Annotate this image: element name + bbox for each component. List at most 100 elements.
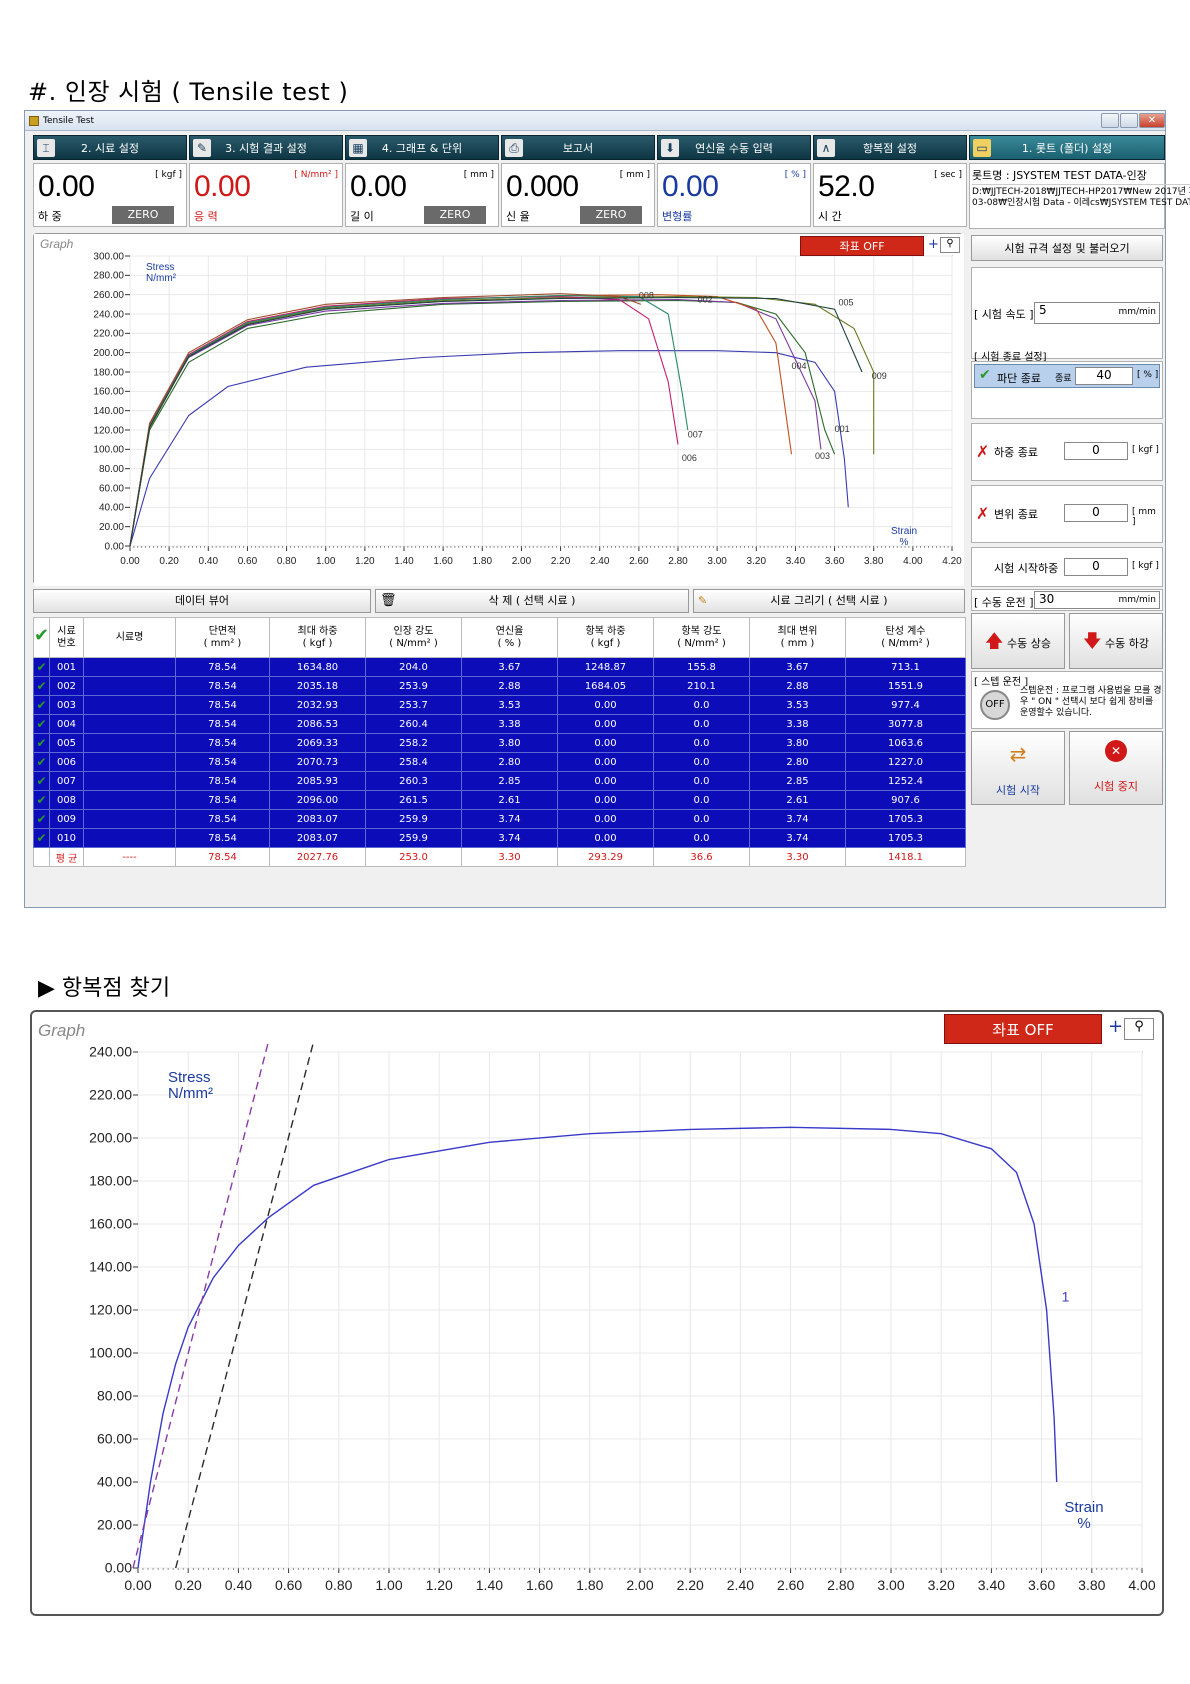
table-row[interactable]: ✔ 010 78.54 2083.07 259.9 3.74 0.00 0.0 3.74 1705…	[33, 828, 966, 848]
table-cell: 0.00	[557, 828, 654, 848]
table-cell: ----	[83, 847, 176, 867]
y-tick-label: 40.00	[99, 503, 124, 514]
spec-load-button[interactable]: 시험 규격 설정 및 불러오기	[971, 235, 1163, 261]
manual-speed-input[interactable]: 30 mm/min	[1034, 591, 1160, 609]
speed-value: 5	[1039, 303, 1047, 317]
load-end-unit: [ kgf ]	[1132, 445, 1159, 455]
data-viewer-button[interactable]: 데이터 뷰어	[33, 589, 371, 613]
step-toggle-icon[interactable]: OFF	[980, 690, 1010, 720]
table-cell: 3.67	[461, 657, 558, 677]
coord-toggle-button[interactable]: 좌표 OFF	[944, 1014, 1102, 1044]
table-cell: 78.54	[175, 657, 270, 677]
table-cell: 008	[49, 790, 84, 810]
delete-sample-button[interactable]: 🗑 삭 제 ( 선택 시료 )	[375, 589, 689, 613]
graph-panel: 0.00 0.20 0.40 0.60 0.80 1.00 1.20 1.40 1.60 1.80…	[33, 233, 964, 586]
column-header: 항복 강도 ( N/mm² )	[653, 617, 750, 658]
table-row[interactable]: ✔ 009 78.54 2083.07 259.9 3.74 0.00 0.0 3.74 1705…	[33, 809, 966, 829]
y-tick-label: 240.00	[93, 309, 124, 320]
table-row[interactable]: ✔ 005 78.54 2069.33 258.2 3.80 0.00 0.0 3.80 1063…	[33, 733, 966, 753]
row-check[interactable]: ✔	[33, 809, 50, 829]
load-end-label[interactable]: 하중 종료	[994, 446, 1038, 459]
table-row[interactable]: ✔ 001 78.54 1634.80 204.0 3.67 1248.87 155.8 3.6…	[33, 657, 966, 677]
tab-lot-settings[interactable]: ▭ 1. 롯트 (폴더) 설정	[969, 135, 1165, 160]
start-test-button[interactable]: ⇄ 시험 시작	[971, 731, 1065, 805]
table-cell: 004	[49, 714, 84, 734]
row-check[interactable]: ✔	[33, 752, 50, 772]
x-tick-label: 0.60	[238, 556, 258, 567]
break-end-input[interactable]: 40	[1075, 367, 1133, 385]
manual-up-button[interactable]: 🡅 수동 상승	[971, 613, 1065, 669]
x-tick-label: 2.20	[551, 556, 571, 567]
tab-result-settings[interactable]: ✎ 3. 시험 결과 설정	[189, 135, 343, 160]
x-tick-label: 3.60	[825, 556, 845, 567]
zoom-plus-icon[interactable]: +	[928, 237, 939, 252]
close-button[interactable]: ✕	[1139, 113, 1165, 128]
break-end-option[interactable]: ✔ 파단 종료 종료 40 [ % ]	[974, 364, 1160, 388]
manual-speed-box: [ 수동 운전 ] 30 mm/min	[971, 589, 1163, 611]
strain-readout: 0.00 [ % ] 변형률	[657, 163, 811, 227]
length-zero-button[interactable]: ZERO	[424, 206, 486, 224]
table-cell: 78.54	[175, 790, 270, 810]
row-check[interactable]: ✔	[33, 695, 50, 715]
cross-icon: ✗	[976, 504, 990, 523]
maximize-button[interactable]	[1120, 113, 1138, 128]
table-row[interactable]: ✔ 002 78.54 2035.18 253.9 2.88 1684.05 210.1 2.8…	[33, 676, 966, 696]
x-tick-label: 2.00	[512, 556, 532, 567]
table-cell: 3.38	[461, 714, 558, 734]
table-cell: 2.85	[461, 771, 558, 791]
disp-end-label[interactable]: 변위 종료	[994, 508, 1038, 521]
table-cell: 3.30	[749, 847, 846, 867]
disp-end-input[interactable]: 0	[1064, 504, 1128, 522]
column-header: 최대 변위 ( mm )	[749, 617, 846, 658]
x-tick-label: 3.00	[707, 556, 727, 567]
compass-icon: ∧	[817, 139, 835, 157]
table-row[interactable]: ✔ 008 78.54 2096.00 261.5 2.61 0.00 0.0 2.61 907.…	[33, 790, 966, 810]
table-cell: 003	[49, 695, 84, 715]
series-line-1	[137, 1126, 1058, 1569]
table-row[interactable]: ✔ 006 78.54 2070.73 258.4 2.80 0.00 0.0 2.80 1227…	[33, 752, 966, 772]
start-load-input[interactable]: 0	[1064, 558, 1128, 576]
table-row[interactable]: ✔ 007 78.54 2085.93 260.3 2.85 0.00 0.0 2.85 1252…	[33, 771, 966, 791]
coord-toggle-button[interactable]: 좌표 OFF	[800, 236, 924, 256]
table-row[interactable]: ✔ 003 78.54 2032.93 253.7 3.53 0.00 0.0 3.53 977.…	[33, 695, 966, 715]
row-check[interactable]: ✔	[33, 714, 50, 734]
zoom-plus-icon[interactable]: +	[1108, 1016, 1124, 1037]
x-tick-label: 0.80	[277, 556, 297, 567]
speed-input[interactable]: 5 mm/min	[1034, 302, 1160, 324]
select-all-check[interactable]: ✔	[33, 617, 50, 658]
row-check[interactable]: ✔	[33, 828, 50, 848]
tab-yield-settings[interactable]: ∧ 항복점 설정	[813, 135, 967, 160]
table-cell: 1227.0	[845, 752, 966, 772]
x-tick-label: 0.40	[225, 1577, 252, 1593]
row-check[interactable]: ✔	[33, 657, 50, 677]
table-cell: 0.00	[557, 752, 654, 772]
load-end-input[interactable]: 0	[1064, 442, 1128, 460]
stop-test-button[interactable]: ✕ 시험 중지	[1069, 731, 1163, 805]
manual-down-button[interactable]: 🡇 수동 하강	[1069, 613, 1163, 669]
row-check[interactable]: ✔	[33, 790, 50, 810]
table-cell: 2.80	[461, 752, 558, 772]
row-check[interactable]: ✔	[33, 733, 50, 753]
tab-report[interactable]: ⎙ 보고서	[501, 135, 655, 160]
table-row[interactable]: ✔ 004 78.54 2086.53 260.4 3.38 0.00 0.0 3.38 3077…	[33, 714, 966, 734]
row-check[interactable]: ✔	[33, 676, 50, 696]
draw-sample-button[interactable]: ✎ 시료 그리기 ( 선택 시료 )	[693, 589, 965, 613]
length-label: 길 이	[350, 210, 374, 223]
row-check[interactable]: ✔	[33, 771, 50, 791]
tab-sample-settings[interactable]: ⌶ 2. 시료 설정	[33, 135, 187, 160]
table-cell: 0.0	[653, 714, 750, 734]
folder-icon: ▭	[973, 139, 991, 157]
series-line-009	[129, 297, 863, 547]
elongation-zero-button[interactable]: ZERO	[580, 206, 642, 224]
zoom-pan-icon[interactable]: ⚲	[940, 237, 960, 253]
x-tick-label: 3.80	[864, 556, 884, 567]
strain-unit: [ % ]	[784, 170, 806, 180]
tab-graph-units[interactable]: ▦ 4. 그래프 & 단위	[345, 135, 499, 160]
tab-manual-elongation[interactable]: ⬇ 연신율 수동 입력	[657, 135, 811, 160]
y-tick-label: 100.00	[89, 1345, 132, 1361]
table-cell: 1248.87	[557, 657, 654, 677]
load-zero-button[interactable]: ZERO	[112, 206, 174, 224]
table-cell: 0.00	[557, 714, 654, 734]
zoom-pan-icon[interactable]: ⚲	[1124, 1018, 1154, 1040]
minimize-button[interactable]	[1101, 113, 1119, 128]
